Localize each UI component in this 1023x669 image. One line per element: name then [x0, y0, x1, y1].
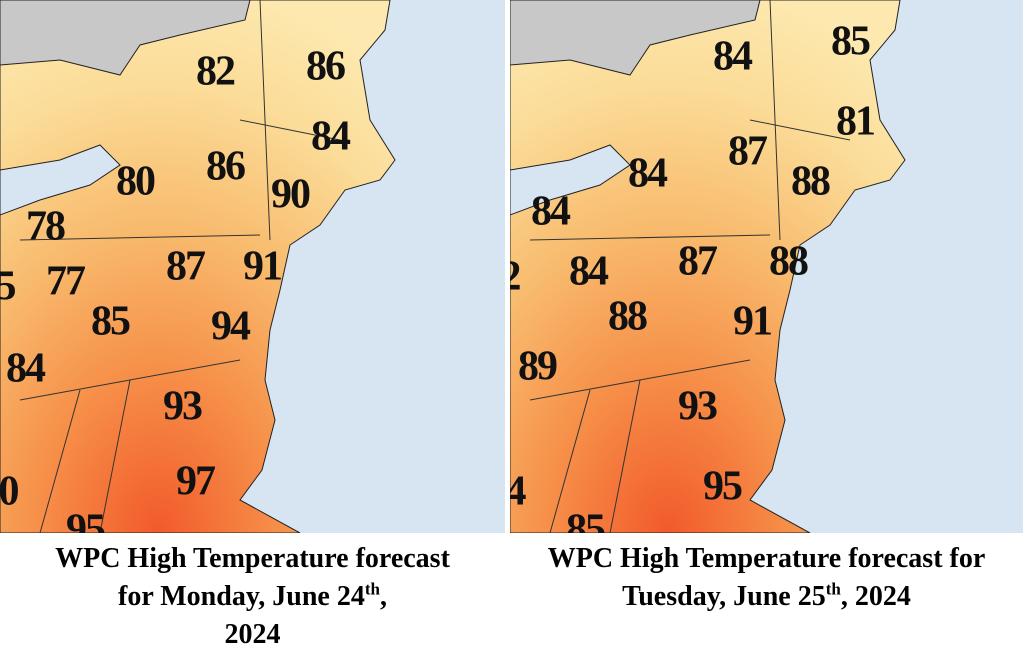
temperature-label: 86: [206, 144, 245, 190]
temperature-label: 90: [271, 172, 310, 218]
temperature-label: 88: [608, 294, 647, 340]
land: [0, 0, 396, 533]
map: 8485818487888428487888891899395485: [510, 0, 1023, 533]
temperature-label: 91: [243, 244, 281, 290]
temperature-label: 82: [196, 49, 235, 95]
state-border: [239, 119, 341, 141]
caption-superscript: th: [825, 579, 841, 599]
land: [510, 0, 906, 533]
temperature-label: 5: [0, 264, 16, 310]
state-border: [259, 0, 271, 241]
temperature-label: 84: [6, 346, 46, 392]
temperature-label: 84: [311, 114, 351, 160]
temperature-label: 86: [306, 44, 345, 90]
temperature-label: 84: [531, 189, 571, 235]
temperature-label: 95: [703, 464, 742, 510]
temperature-label: 87: [728, 129, 767, 175]
map-panel: 82 86 84 80 86 90 78 5 77 87 91 85 94 84 93 97 0 95 WPC H…: [0, 0, 505, 669]
temperature-label: 87: [678, 239, 717, 285]
state-border: [549, 389, 591, 533]
lake: [510, 144, 631, 216]
temperature-label: 94: [211, 304, 251, 350]
state-border: [609, 379, 641, 533]
temperature-label: 97: [176, 459, 215, 505]
temperature-label: 77: [46, 259, 85, 305]
caption-text: ,: [379, 581, 387, 612]
caption-superscript: th: [364, 579, 380, 599]
caption-text: WPC High Temperature forecast for Tuesda…: [547, 543, 986, 612]
caption-text: , 2024: [840, 581, 911, 612]
temperature-label: 95: [66, 507, 105, 533]
caption-text: 2024: [224, 619, 281, 650]
caption: WPC High Temperature forecast for Monday…: [0, 540, 505, 654]
temperature-label: 84: [713, 34, 753, 80]
temperature-label: 88: [769, 239, 808, 285]
map-panel: 8485818487888428487888891899395485 WPC H…: [510, 0, 1023, 669]
temperature-label: 85: [831, 19, 870, 65]
state-border: [749, 119, 851, 141]
map: 82 86 84 80 86 90 785 77 87 91 85 94 84 93 97 0 95: [0, 0, 505, 533]
temperature-label: 84: [569, 249, 609, 295]
temperature-label: 84: [628, 151, 668, 197]
temperature-label: 0: [0, 469, 19, 515]
temperature-label: 93: [678, 384, 717, 430]
temperature-label: 81: [836, 99, 874, 145]
temperature-label: 80: [116, 159, 155, 205]
temperature-label: 93: [163, 384, 202, 430]
canada: [510, 0, 761, 76]
temperature-label: 91: [733, 299, 771, 345]
temperature-label: 4: [510, 469, 527, 515]
temperature-label: 78: [26, 204, 65, 250]
state-border: [99, 379, 131, 533]
temperature-label: 87: [166, 244, 205, 290]
state-border: [529, 234, 771, 241]
canada: [0, 0, 251, 76]
state-border: [769, 0, 781, 241]
temperature-label: 89: [518, 344, 557, 390]
caption-text: WPC High Temperature forecast for Monday…: [55, 543, 450, 612]
temperature-label: 85: [91, 299, 130, 345]
temperature-label: 2: [510, 254, 521, 300]
caption: WPC High Temperature forecast for Tuesda…: [510, 540, 1023, 616]
temperature-label: 88: [791, 159, 830, 205]
lake: [0, 144, 121, 216]
state-border: [39, 389, 81, 533]
temperature-label: 85: [566, 507, 605, 533]
state-border: [19, 234, 261, 241]
